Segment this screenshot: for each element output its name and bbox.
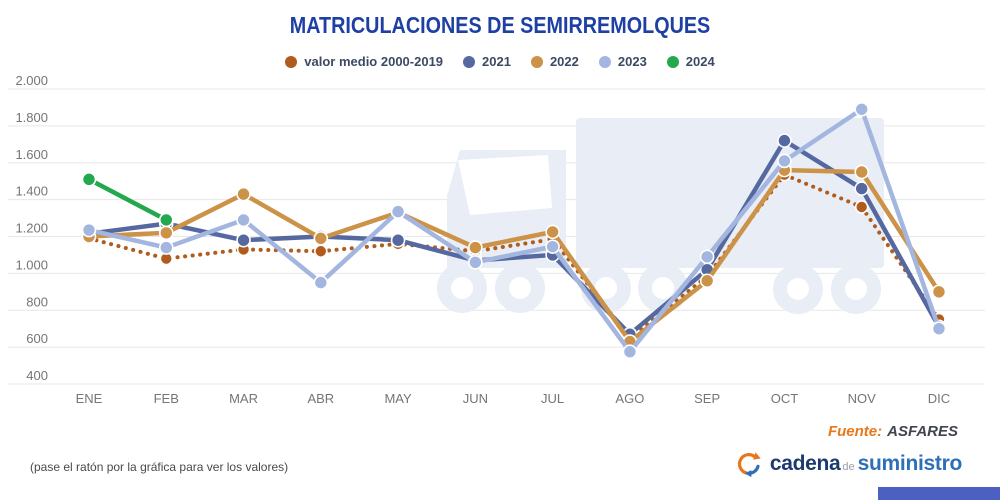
data-point-2022[interactable] [158, 225, 174, 241]
data-point-2022[interactable] [236, 186, 251, 202]
legend-marker-icon [666, 55, 679, 68]
data-point-2022[interactable] [854, 164, 870, 180]
source-label: Fuente: [827, 423, 883, 440]
data-point-2023[interactable] [931, 321, 947, 336]
data-point-2021[interactable] [854, 181, 870, 196]
data-point-2024[interactable] [158, 212, 174, 228]
x-tick-label: JUN [463, 391, 488, 406]
data-point-2022[interactable] [931, 284, 947, 300]
x-tick-label: AGO [615, 391, 644, 406]
legend-item-valor-medio[interactable]: valor medio 2000-2019 [285, 54, 443, 69]
circular-arrows-icon [737, 452, 761, 478]
data-point-2021[interactable] [777, 133, 792, 148]
source-value: ASFARES [887, 423, 958, 440]
x-tick-label: JUL [541, 391, 564, 406]
hover-hint-text: (pase el ratón por la gráfica para ver l… [30, 460, 289, 474]
x-tick-label: OCT [771, 391, 799, 406]
series-line-2023[interactable] [86, 107, 942, 354]
chart-title: MATRICULACIONES DE SEMIRREMOLQUES [289, 12, 711, 38]
data-point-2023[interactable] [158, 240, 174, 255]
series-line-2022[interactable] [86, 167, 942, 344]
legend-item-2022[interactable]: 2022 [530, 54, 579, 69]
logo-word-de: de [842, 461, 855, 473]
legend-item-2024[interactable]: 2024 [666, 54, 715, 69]
site-logo[interactable]: cadena de suministro [735, 450, 962, 478]
legend-item-2021[interactable]: 2021 [463, 54, 511, 69]
x-tick-label: MAR [229, 391, 258, 406]
series-layer[interactable] [81, 101, 947, 360]
chart-legend: valor medio 2000-2019 2021 2022 2023 2024 [0, 54, 1000, 69]
y-tick-label: 400 [26, 368, 48, 383]
series-line-2021[interactable] [86, 138, 942, 337]
logo-word-suministro: suministro [857, 452, 963, 475]
data-point-2022[interactable] [313, 231, 329, 246]
legend-label: 2021 [482, 54, 511, 69]
legend-marker-icon [598, 55, 611, 68]
data-point-2021[interactable] [236, 232, 251, 248]
logo-text: cadena de suministro [770, 452, 962, 476]
data-point-valor-medio[interactable] [854, 200, 869, 214]
x-tick-label: ABR [307, 391, 334, 406]
data-point-2023[interactable] [236, 212, 251, 228]
source-line: Fuente: ASFARES [828, 423, 958, 440]
legend-label: 2023 [617, 54, 647, 69]
data-point-2021[interactable] [390, 232, 406, 248]
x-tick-label: MAY [384, 391, 412, 406]
bottom-accent-bar [878, 487, 1000, 500]
legend-item-2023[interactable]: 2023 [598, 54, 647, 69]
x-tick-label: ENE [76, 391, 103, 406]
data-point-2022[interactable] [468, 240, 483, 255]
data-point-2023[interactable] [622, 344, 638, 360]
axis-layer: 2.000 1.800 1.600 1.400 1.200 1.000 800 600 400 E… [15, 73, 950, 406]
y-tick-label: 1.400 [15, 184, 48, 199]
data-point-valor-medio[interactable] [314, 244, 328, 259]
data-point-2022[interactable] [545, 224, 560, 240]
legend-label: 2022 [549, 54, 579, 69]
data-point-2023[interactable] [545, 239, 560, 254]
legend-label: 2024 [685, 54, 715, 69]
y-tick-label: 2.000 [15, 73, 48, 88]
data-point-2023[interactable] [390, 204, 406, 219]
y-tick-label: 1.600 [15, 147, 48, 162]
truck-watermark-icon [437, 118, 884, 314]
legend-marker-icon [530, 55, 543, 68]
logo-word-cadena: cadena [769, 452, 841, 475]
legend-marker-icon [463, 55, 476, 68]
y-tick-label: 800 [26, 294, 48, 309]
data-point-2024[interactable] [81, 172, 97, 187]
data-point-2023[interactable] [81, 222, 97, 238]
y-tick-label: 1.200 [15, 221, 48, 236]
data-point-2023[interactable] [468, 255, 483, 270]
series-line-2024[interactable] [86, 177, 169, 223]
x-tick-label: FEB [154, 391, 179, 406]
data-point-2022[interactable] [699, 273, 715, 289]
data-point-2023[interactable] [699, 249, 715, 265]
legend-label: valor medio 2000-2019 [304, 54, 444, 69]
x-tick-label: DIC [928, 391, 950, 406]
data-point-2023[interactable] [777, 153, 792, 169]
y-tick-label: 1.000 [15, 257, 48, 272]
y-tick-label: 600 [26, 331, 48, 346]
y-tick-label: 1.800 [15, 110, 48, 125]
data-point-2023[interactable] [313, 275, 329, 290]
x-tick-label: NOV [848, 391, 877, 406]
x-tick-label: SEP [694, 391, 720, 406]
legend-marker-icon [285, 55, 298, 68]
series-line-valor-medio[interactable] [87, 172, 941, 340]
data-point-2023[interactable] [854, 101, 870, 117]
